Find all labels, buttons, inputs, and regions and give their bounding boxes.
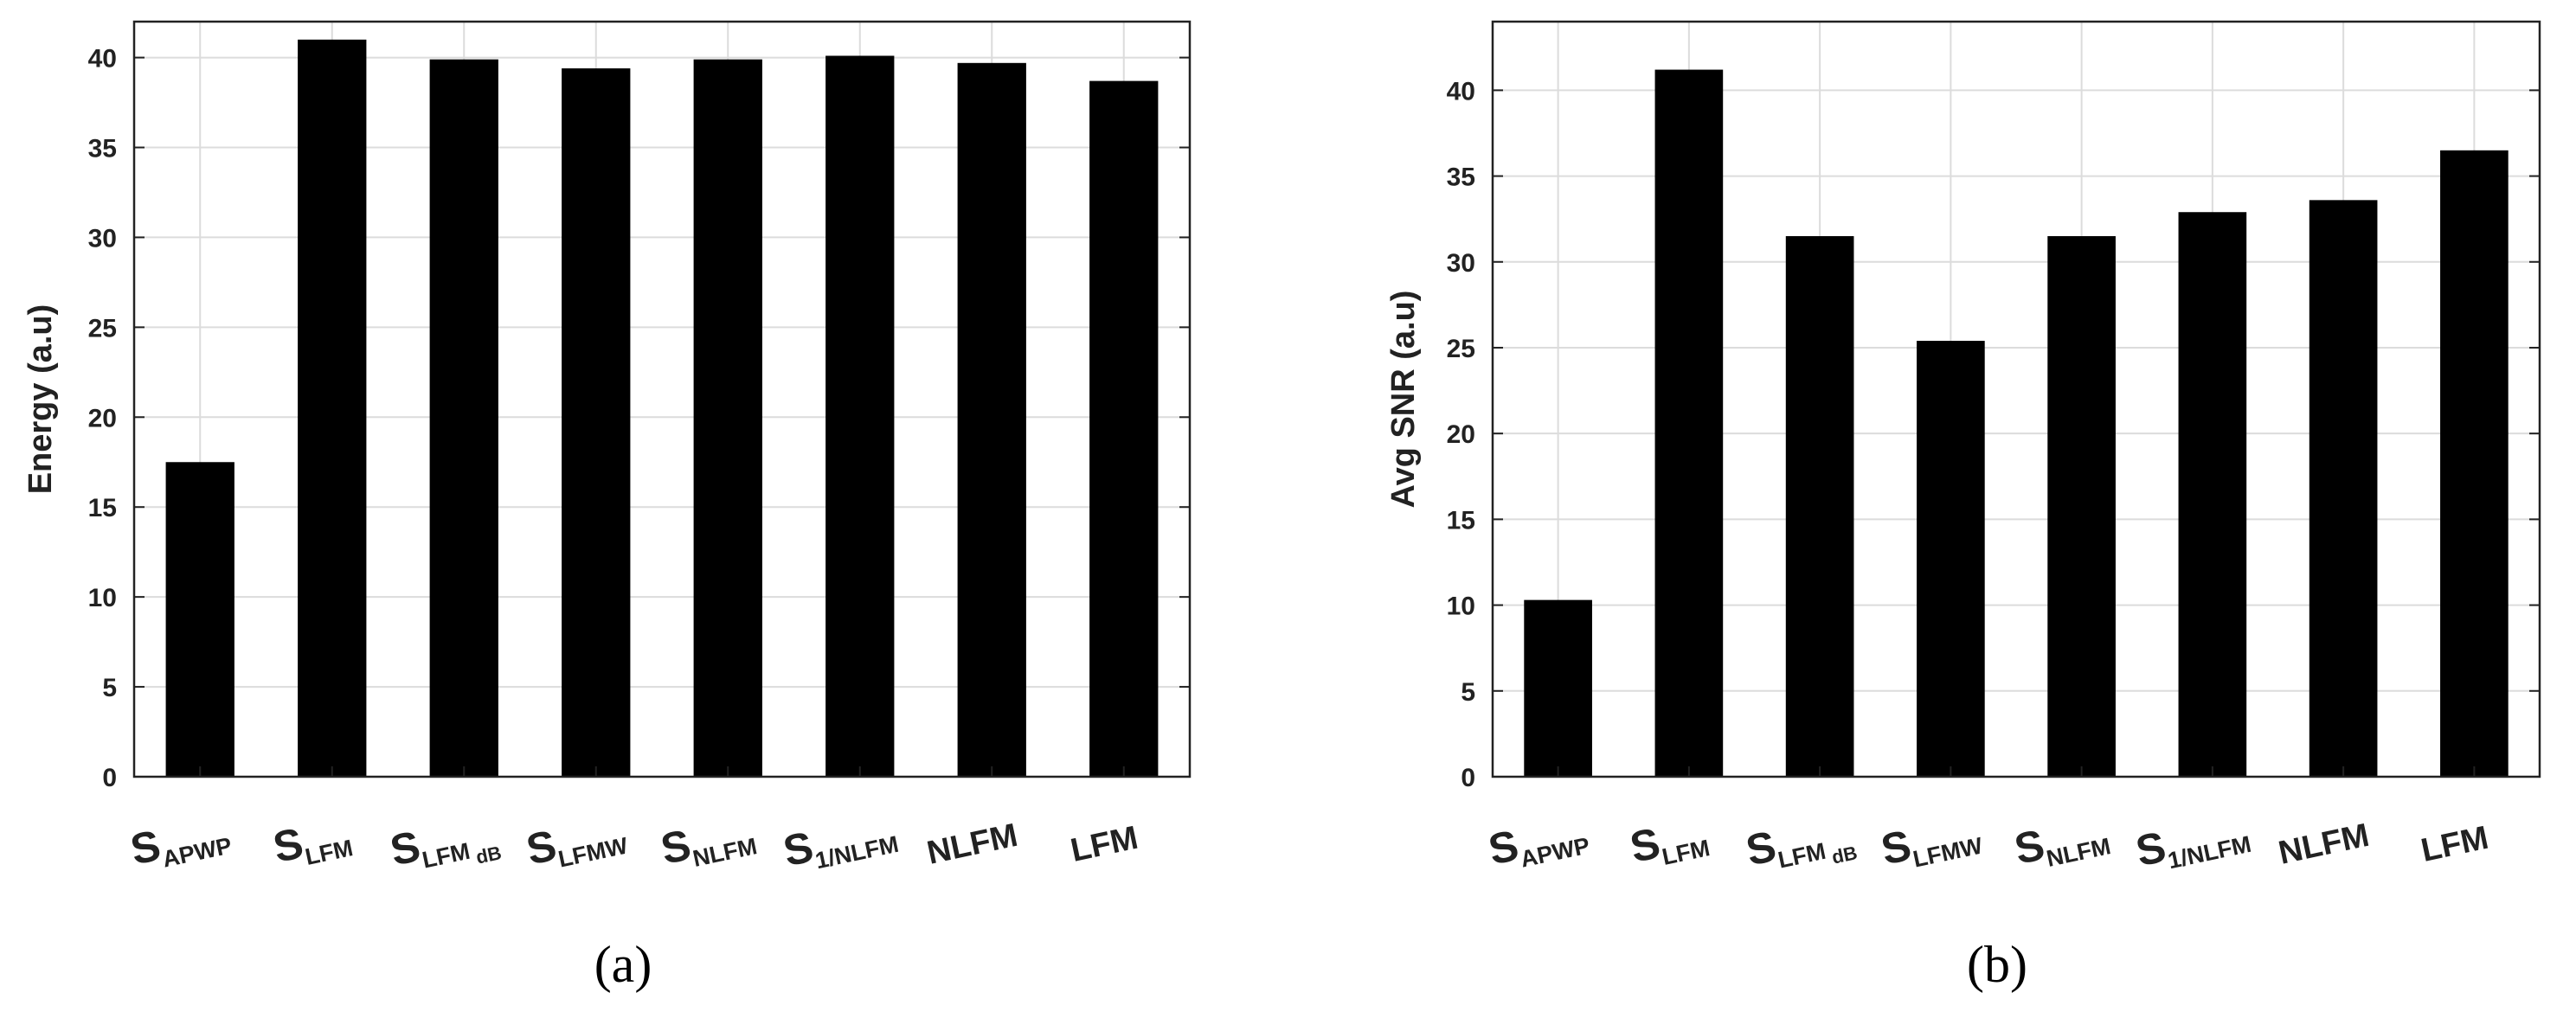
x-tick-label-base: S (269, 818, 307, 872)
x-tick-label: SLFMdB (1742, 805, 1860, 885)
x-tick-label: SLFMW (522, 806, 630, 879)
bar (2178, 212, 2247, 778)
y-axis-label: Avg SNR (a.u) (1385, 291, 1422, 509)
y-tick-label: 20 (88, 404, 117, 432)
x-tick-label-base: S (126, 821, 164, 874)
y-tick-label: 15 (88, 494, 117, 522)
x-tick-label: SAPWP (126, 806, 234, 878)
bar (298, 39, 367, 778)
y-tick-label: 35 (88, 135, 117, 163)
axes-frame (132, 20, 1192, 778)
x-tick-label-base: S (779, 823, 817, 876)
x-tick-label: NLFM (2276, 817, 2373, 872)
y-tick-label: 25 (88, 314, 117, 343)
x-tick-label: SLFM (1626, 809, 1712, 876)
x-tick-label: S1/NLFM (779, 804, 901, 880)
x-tick-label-subscript: 1/NLFM (2166, 831, 2254, 874)
x-tick-label-subscript: LFM (1776, 838, 1828, 874)
y-tick-label: 20 (1447, 420, 1475, 449)
x-tick-label-subscript: LFM (420, 838, 472, 874)
x-tick-label-base: S (1484, 821, 1522, 874)
y-tick-label: 5 (102, 674, 117, 702)
x-tick-label: SLFM (269, 809, 356, 876)
y-tick-label: 10 (1447, 592, 1475, 621)
x-tick-label-base: NLFM (2276, 817, 2373, 872)
bar (1917, 341, 1985, 777)
y-tick-label: 10 (88, 584, 117, 612)
x-tick-label-base: LFM (1068, 820, 1141, 869)
x-tick-label: S1/NLFM (2132, 804, 2254, 880)
y-tick-label: 25 (1447, 335, 1475, 363)
y-tick-label: 30 (88, 224, 117, 253)
x-tick-label-base: S (386, 822, 424, 875)
bar (1785, 236, 1854, 777)
x-tick-label: SLFMW (1877, 806, 1985, 879)
x-tick-label-subscript-2: dB (474, 842, 504, 868)
x-tick-label: SNLFM (657, 807, 760, 878)
bar (825, 55, 895, 777)
bar (1524, 599, 1592, 777)
x-tick-label-base: S (522, 821, 560, 874)
x-tick-label-base: NLFM (924, 817, 1021, 872)
x-tick-label-subscript: LFMW (556, 832, 631, 872)
x-tick-label: SLFMdB (386, 805, 504, 885)
bar (165, 462, 234, 777)
x-tick-label-base: S (657, 820, 695, 874)
x-tick-label-subscript: APWP (1518, 832, 1591, 872)
x-tick-label: NLFM (924, 817, 1021, 872)
x-tick-label-subscript: LFMW (1911, 832, 1985, 872)
axes-frame (1491, 20, 2541, 778)
bar (2440, 150, 2509, 777)
y-tick-label: 40 (88, 45, 117, 74)
x-tick-label: SAPWP (1484, 806, 1592, 878)
x-tick-label-subscript: LFM (303, 835, 356, 870)
bar (1089, 80, 1159, 778)
x-tick-label-base: S (1626, 818, 1664, 872)
bar (693, 59, 762, 777)
bar (2309, 200, 2378, 777)
bar (562, 68, 631, 778)
x-tick-label-base: S (2132, 823, 2170, 876)
bar (957, 62, 1026, 778)
y-tick-label: 30 (1447, 249, 1475, 278)
x-tick-label-base: LFM (2418, 820, 2491, 869)
x-tick-label: LFM (2418, 820, 2491, 869)
x-tick-label-subscript: 1/NLFM (813, 831, 901, 874)
bar (1654, 69, 1724, 777)
x-tick-label-subscript: APWP (160, 832, 234, 872)
x-tick-label-base: S (1742, 822, 1780, 875)
y-tick-label: 15 (1447, 506, 1475, 535)
x-tick-label-base: S (2010, 820, 2048, 874)
x-tick-label-subscript: NLFM (691, 833, 760, 872)
bar (429, 59, 498, 777)
y-tick-label: 0 (102, 764, 117, 792)
y-tick-label: 0 (1461, 764, 1475, 792)
bar (2047, 236, 2116, 777)
x-tick-label-subscript: NLFM (2044, 833, 2113, 872)
x-tick-label-base: S (1877, 821, 1915, 874)
x-tick-label-subscript-2: dB (1830, 842, 1860, 868)
x-tick-label: LFM (1068, 820, 1141, 869)
x-tick-label-subscript: LFM (1660, 835, 1712, 870)
y-tick-label: 40 (1447, 77, 1475, 106)
y-tick-label: 5 (1461, 678, 1475, 707)
x-tick-label: SNLFM (2010, 807, 2113, 878)
panel-label: (b) (1967, 936, 2027, 993)
y-tick-label: 35 (1447, 163, 1475, 192)
panel-label: (a) (594, 936, 652, 993)
y-axis-label: Energy (a.u) (22, 304, 59, 495)
